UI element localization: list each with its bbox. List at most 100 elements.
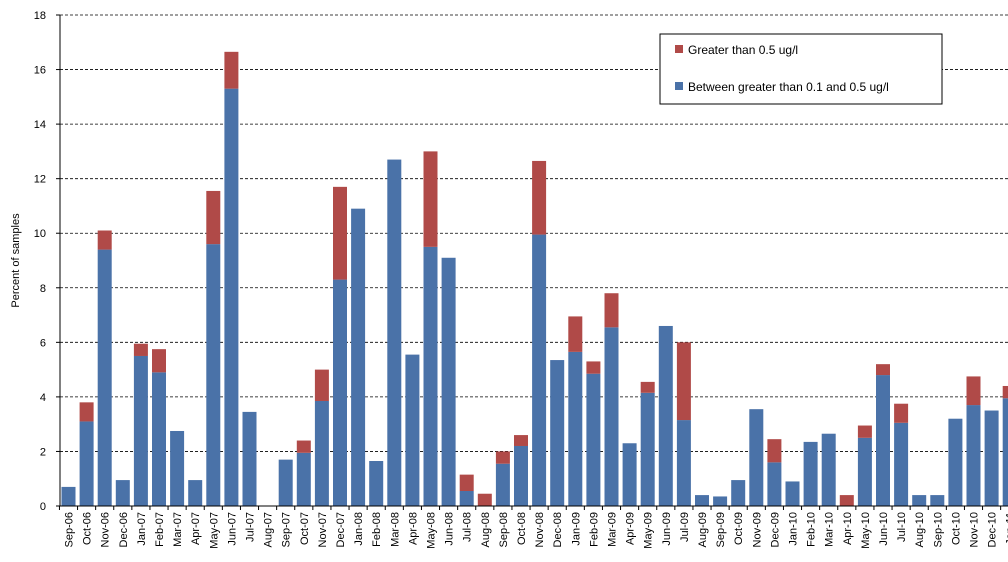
x-tick-label: Aug-09	[697, 512, 709, 547]
bar-segment-greater-than-0.5	[495, 451, 510, 464]
bar-segment-between-0.1-and-0.5	[876, 375, 890, 506]
y-tick-label: 16	[34, 65, 46, 77]
x-tick-label: Feb-09	[588, 512, 600, 547]
bar-segment-greater-than-0.5	[676, 342, 691, 421]
x-tick-label: Jan-08	[353, 512, 365, 546]
x-tick-label: Mar-07	[172, 512, 184, 547]
x-tick-label: Feb-10	[806, 512, 818, 547]
bar-segment-between-0.1-and-0.5	[550, 360, 565, 506]
y-tick-labels: 0 2 4 6 8 10 12 14 16 18	[34, 10, 60, 513]
bar-segment-between-0.1-and-0.5	[676, 420, 691, 506]
bar-segment-between-0.1-and-0.5	[369, 460, 384, 506]
bar-segment-between-0.1-and-0.5	[930, 495, 945, 506]
bar-segment-between-0.1-and-0.5	[115, 480, 130, 506]
x-tick-label: Oct-07	[299, 512, 311, 545]
y-tick-label: 2	[40, 446, 46, 458]
axes	[59, 15, 1008, 507]
bar-segment-greater-than-0.5	[152, 349, 166, 373]
bar-segment-greater-than-0.5	[767, 439, 782, 463]
bar-segment-greater-than-0.5	[423, 151, 438, 247]
x-tick-label: May-09	[643, 512, 655, 549]
x-tick-label: Oct-10	[950, 512, 962, 545]
legend-box	[659, 33, 943, 105]
bar-segment-greater-than-0.5	[79, 402, 94, 422]
x-tick-label: Jun-07	[226, 512, 238, 546]
bar-segment-between-0.1-and-0.5	[658, 325, 673, 506]
x-tick-label: Jul-09	[679, 512, 691, 542]
bar-segment-greater-than-0.5	[640, 381, 655, 393]
bar-segment-between-0.1-and-0.5	[405, 354, 420, 506]
bars	[61, 51, 1008, 507]
bar-segment-greater-than-0.5	[568, 316, 583, 352]
bar-segment-between-0.1-and-0.5	[984, 410, 999, 506]
bar-segment-between-0.1-and-0.5	[152, 372, 166, 506]
x-tick-label: Aug-07	[263, 512, 275, 547]
bar-segment-between-0.1-and-0.5	[296, 452, 311, 506]
x-tick-label: Mar-10	[824, 512, 836, 547]
x-tick-label: Oct-09	[733, 512, 745, 545]
x-tick-label: Dec-10	[987, 512, 999, 547]
bar-segment-between-0.1-and-0.5	[803, 441, 818, 506]
x-tick-label: Jun-10	[878, 512, 890, 546]
bar-segment-greater-than-0.5	[333, 186, 347, 280]
x-tick-label: Nov-07	[317, 512, 329, 547]
x-tick-label: Oct-08	[516, 512, 528, 545]
bar-segment-between-0.1-and-0.5	[713, 496, 728, 506]
bar-segment-between-0.1-and-0.5	[640, 392, 655, 506]
x-tick-label: Apr-07	[190, 512, 202, 545]
bar-segment-between-0.1-and-0.5	[97, 249, 112, 507]
x-tick-label: Jul-08	[462, 512, 474, 542]
x-tick-label: Sep-09	[715, 512, 727, 547]
x-tick-label: Jul-07	[245, 512, 257, 542]
bar-segment-between-0.1-and-0.5	[133, 355, 148, 506]
legend: Greater than 0.5 ug/l Between greater th…	[659, 33, 943, 105]
bar-segment-between-0.1-and-0.5	[242, 411, 257, 506]
x-tick-label: May-08	[426, 512, 438, 549]
x-tick-label: Nov-09	[751, 512, 763, 547]
x-tick-label: Sep-08	[498, 512, 510, 547]
x-tick-label: Feb-07	[154, 512, 166, 547]
x-tick-label: Dec-06	[118, 512, 130, 547]
x-tick-label: Dec-07	[335, 512, 347, 547]
x-tick-label: Sep-07	[281, 512, 293, 547]
bar-segment-between-0.1-and-0.5	[459, 490, 474, 506]
bar-segment-greater-than-0.5	[477, 493, 492, 506]
bar-segment-between-0.1-and-0.5	[79, 421, 94, 506]
x-tick-label: Sep-10	[932, 512, 944, 547]
x-tick-label: Jan-09	[570, 512, 582, 546]
x-tick-labels: Sep-06 Oct-06 Nov-06 Dec-06 Jan-07 Feb-07 Mar-…	[58, 506, 1008, 549]
bar-segment-between-0.1-and-0.5	[1002, 398, 1008, 506]
x-tick-label: Sep-06	[64, 512, 76, 547]
x-tick-label: Nov-06	[100, 512, 112, 547]
bar-segment-between-0.1-and-0.5	[966, 405, 981, 506]
bar-segment-between-0.1-and-0.5	[514, 445, 528, 506]
bar-segment-between-0.1-and-0.5	[188, 480, 203, 506]
bar-segment-between-0.1-and-0.5	[731, 480, 746, 506]
legend-label-greater-than-0.5: Greater than 0.5 ug/l	[688, 43, 798, 57]
y-tick-label: 6	[40, 337, 46, 349]
y-tick-label: 18	[34, 10, 46, 22]
bar-segment-between-0.1-and-0.5	[532, 234, 547, 506]
x-tick-label: Jan-07	[136, 512, 148, 546]
bar-segment-between-0.1-and-0.5	[224, 88, 239, 507]
bar-segment-between-0.1-and-0.5	[912, 495, 927, 506]
bar-segment-between-0.1-and-0.5	[314, 400, 329, 506]
bar-segment-between-0.1-and-0.5	[61, 486, 76, 506]
bar-segment-between-0.1-and-0.5	[351, 208, 366, 506]
bar-segment-between-0.1-and-0.5	[604, 327, 619, 506]
bar-segment-between-0.1-and-0.5	[387, 159, 402, 507]
legend-swatch-between-0.1-and-0.5	[675, 82, 683, 90]
bar-segment-greater-than-0.5	[514, 435, 528, 446]
bar-segment-greater-than-0.5	[206, 190, 221, 245]
x-tick-label: Oct-06	[82, 512, 94, 545]
x-tick-label: Apr-10	[842, 512, 854, 545]
bar-segment-between-0.1-and-0.5	[586, 373, 601, 506]
bar-segment-between-0.1-and-0.5	[278, 459, 293, 506]
bar-segment-greater-than-0.5	[1002, 385, 1008, 399]
x-tick-label: Jan-10	[788, 512, 800, 546]
bar-segment-greater-than-0.5	[296, 440, 311, 453]
legend-swatch-greater-than-0.5	[675, 45, 683, 53]
bar-segment-greater-than-0.5	[857, 425, 872, 438]
